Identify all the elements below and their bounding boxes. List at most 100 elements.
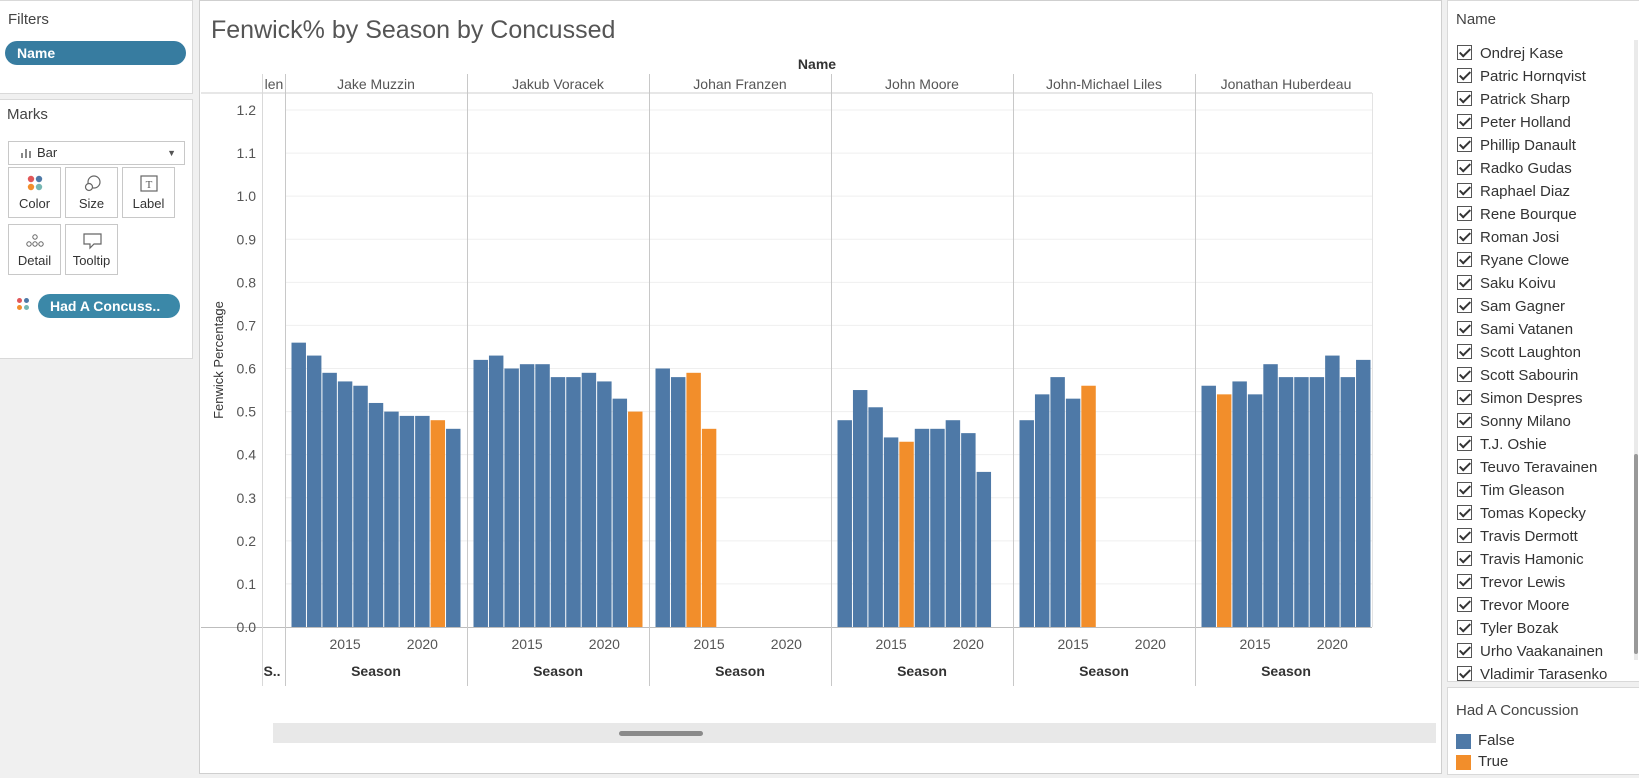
- bar[interactable]: [670, 377, 686, 627]
- checkbox-checked[interactable]: [1457, 91, 1472, 106]
- bar[interactable]: [291, 342, 306, 627]
- bar[interactable]: [519, 364, 535, 627]
- bar[interactable]: [430, 420, 446, 627]
- name-filter-item[interactable]: Scott Laughton: [1453, 341, 1623, 364]
- checkbox-checked[interactable]: [1457, 160, 1472, 175]
- had-a-concussion-pill[interactable]: Had A Concuss..: [38, 294, 180, 318]
- checkbox-checked[interactable]: [1457, 367, 1472, 382]
- checkbox-checked[interactable]: [1457, 68, 1472, 83]
- name-filter-pill[interactable]: Name: [5, 41, 186, 65]
- bar[interactable]: [566, 377, 581, 627]
- bar[interactable]: [899, 441, 914, 627]
- bar[interactable]: [1019, 420, 1034, 627]
- checkbox-checked[interactable]: [1457, 551, 1472, 566]
- bar[interactable]: [415, 415, 430, 627]
- checkbox-checked[interactable]: [1457, 390, 1472, 405]
- bar[interactable]: [976, 471, 992, 627]
- detail-button[interactable]: Detail: [8, 224, 61, 275]
- checkbox-checked[interactable]: [1457, 620, 1472, 635]
- name-filter-item[interactable]: Sam Gagner: [1453, 295, 1623, 318]
- panel-header-name[interactable]: Johan Franzen: [693, 76, 786, 92]
- bar[interactable]: [368, 402, 384, 627]
- bar[interactable]: [1065, 398, 1081, 627]
- checkbox-checked[interactable]: [1457, 298, 1472, 313]
- name-filter-item[interactable]: Tomas Kopecky: [1453, 502, 1623, 525]
- bar[interactable]: [446, 428, 461, 627]
- bar[interactable]: [488, 355, 504, 627]
- bar[interactable]: [473, 359, 488, 627]
- bar[interactable]: [1247, 394, 1263, 627]
- scrollbar-thumb[interactable]: [619, 731, 703, 736]
- column-header-name[interactable]: Name: [798, 56, 836, 72]
- name-filter-item[interactable]: Phillip Danault: [1453, 134, 1623, 157]
- label-button[interactable]: T Label: [122, 167, 175, 218]
- bar[interactable]: [883, 437, 899, 627]
- bar[interactable]: [1232, 381, 1247, 627]
- bar[interactable]: [914, 428, 930, 627]
- name-filter-item[interactable]: Travis Dermott: [1453, 525, 1623, 548]
- bar[interactable]: [1356, 359, 1371, 627]
- checkbox-checked[interactable]: [1457, 206, 1472, 221]
- checkbox-checked[interactable]: [1457, 252, 1472, 267]
- name-filter-item[interactable]: Roman Josi: [1453, 226, 1623, 249]
- name-filter-item[interactable]: Vladimir Tarasenko: [1453, 663, 1623, 686]
- name-filter-item[interactable]: Tim Gleason: [1453, 479, 1623, 502]
- bar[interactable]: [1081, 385, 1096, 627]
- checkbox-checked[interactable]: [1457, 643, 1472, 658]
- bar[interactable]: [868, 407, 883, 627]
- bar[interactable]: [686, 372, 701, 627]
- bar[interactable]: [1278, 377, 1294, 627]
- bar[interactable]: [1201, 385, 1216, 627]
- bar[interactable]: [961, 433, 976, 627]
- bar[interactable]: [384, 411, 399, 627]
- tooltip-button[interactable]: Tooltip: [65, 224, 118, 275]
- bar[interactable]: [550, 377, 566, 627]
- bar[interactable]: [1216, 394, 1232, 627]
- bar[interactable]: [535, 364, 550, 627]
- checkbox-checked[interactable]: [1457, 275, 1472, 290]
- bar[interactable]: [597, 381, 612, 627]
- bar[interactable]: [852, 390, 868, 627]
- name-filter-item[interactable]: Patric Hornqvist: [1453, 65, 1623, 88]
- panel-header-name[interactable]: John-Michael Liles: [1046, 76, 1162, 92]
- chart-canvas[interactable]: Name 0.0 0.1 0.2 0.3 0.4 0.5 0.6 0.7 0.8 0.9 1.0 1.1…: [199, 0, 1442, 774]
- name-filter-item[interactable]: Sami Vatanen: [1453, 318, 1623, 341]
- bar[interactable]: [581, 372, 597, 627]
- name-filter-item[interactable]: Travis Hamonic: [1453, 548, 1623, 571]
- checkbox-checked[interactable]: [1457, 666, 1472, 681]
- name-filter-item[interactable]: Trevor Moore: [1453, 594, 1623, 617]
- mark-type-dropdown[interactable]: Bar ▼: [8, 141, 185, 165]
- bar[interactable]: [337, 381, 353, 627]
- name-filter-item[interactable]: Peter Holland: [1453, 111, 1623, 134]
- legend-item-false[interactable]: False: [1456, 731, 1515, 751]
- checkbox-checked[interactable]: [1457, 597, 1472, 612]
- name-filter-item[interactable]: Raphael Diaz: [1453, 180, 1623, 203]
- size-button[interactable]: Size: [65, 167, 118, 218]
- bar[interactable]: [837, 420, 852, 627]
- bar[interactable]: [322, 372, 337, 627]
- scrollbar-thumb[interactable]: [1634, 454, 1638, 654]
- name-filter-item[interactable]: Ondrej Kase: [1453, 42, 1623, 65]
- name-list-scrollbar[interactable]: [1634, 40, 1638, 660]
- checkbox-checked[interactable]: [1457, 528, 1472, 543]
- bar[interactable]: [655, 368, 670, 628]
- bar[interactable]: [1340, 377, 1356, 627]
- checkbox-checked[interactable]: [1457, 459, 1472, 474]
- checkbox-checked[interactable]: [1457, 436, 1472, 451]
- bar[interactable]: [399, 415, 415, 627]
- bar[interactable]: [1263, 364, 1278, 627]
- checkbox-checked[interactable]: [1457, 344, 1472, 359]
- panel-header-name[interactable]: Jonathan Huberdeau: [1221, 76, 1352, 92]
- name-filter-item[interactable]: Patrick Sharp: [1453, 88, 1623, 111]
- legend-item-true[interactable]: True: [1456, 752, 1508, 772]
- checkbox-checked[interactable]: [1457, 482, 1472, 497]
- bar[interactable]: [1050, 377, 1065, 627]
- name-filter-item[interactable]: Urho Vaakanainen: [1453, 640, 1623, 663]
- name-filter-item[interactable]: Ryane Clowe: [1453, 249, 1623, 272]
- bar[interactable]: [1325, 355, 1340, 627]
- checkbox-checked[interactable]: [1457, 183, 1472, 198]
- checkbox-checked[interactable]: [1457, 229, 1472, 244]
- checkbox-checked[interactable]: [1457, 574, 1472, 589]
- color-button[interactable]: Color: [8, 167, 61, 218]
- checkbox-checked[interactable]: [1457, 505, 1472, 520]
